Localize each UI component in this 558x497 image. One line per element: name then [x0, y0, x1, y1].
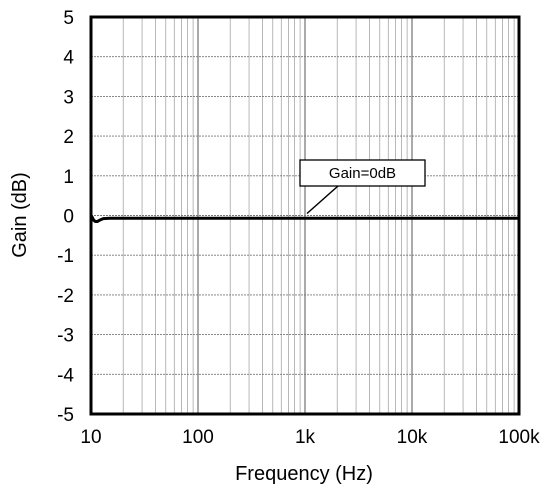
y-tick-label: 0 [63, 207, 74, 228]
y-axis-label: Gain (dB) [9, 172, 31, 258]
annotation-label: Gain=0dB [329, 165, 396, 182]
x-tick-label: 10 [80, 427, 101, 448]
plot-frame [89, 15, 521, 416]
y-tick-label: -2 [57, 286, 74, 307]
x-tick-labels: 10 100 1k 10k 100k [80, 427, 540, 448]
annotation-leader-line [306, 185, 339, 215]
x-tick-label: 100 [182, 427, 214, 448]
annotation-layer: Gain=0dB [299, 159, 426, 215]
y-tick-label: -5 [57, 405, 74, 426]
annotation-box [299, 159, 426, 187]
gain-series-line [89, 214, 519, 223]
y-tick-label: -3 [57, 326, 74, 347]
y-tick-label: 1 [63, 167, 74, 188]
y-tick-label: 5 [63, 8, 74, 29]
x-tick-label: 10k [397, 427, 428, 448]
x-tick-label: 100k [498, 427, 540, 448]
y-tick-label: 4 [63, 48, 74, 69]
y-tick-label: 3 [63, 87, 74, 108]
y-tick-label: -1 [57, 246, 74, 267]
x-tick-label: 1k [295, 427, 316, 448]
y-tick-label: 2 [63, 127, 74, 148]
series-layer [89, 214, 519, 223]
y-tick-labels: 5 4 3 2 1 0 -1 -2 -3 -4 -5 [57, 8, 74, 426]
x-axis-label: Frequency (Hz) [235, 463, 373, 485]
y-tick-label: -4 [57, 365, 74, 386]
